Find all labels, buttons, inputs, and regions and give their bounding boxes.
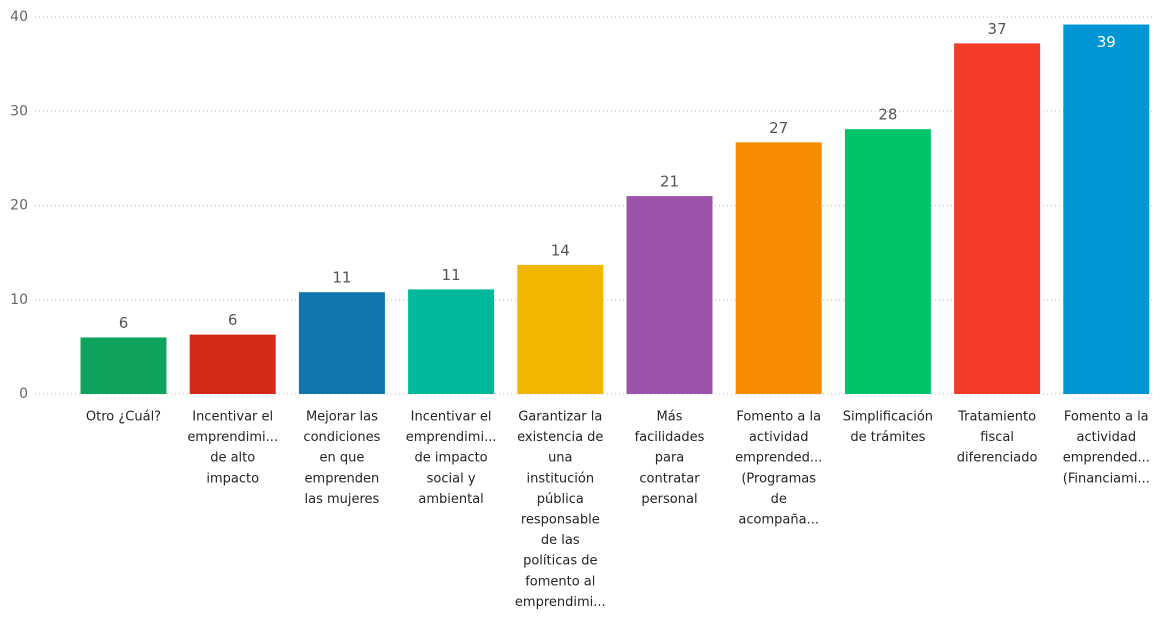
x-tick-label: de: [771, 492, 787, 507]
x-tick-label: Otro ¿Cuál?: [86, 410, 161, 425]
bar: [1063, 24, 1150, 394]
x-tick-label: fomento al: [525, 574, 595, 589]
x-tick-label: ambiental: [418, 492, 483, 507]
bar: [626, 196, 713, 394]
x-tick-label: (Financiami...: [1063, 471, 1150, 486]
x-tick-label: emprenden: [305, 471, 380, 486]
x-tick-label: existencia de: [517, 430, 603, 445]
bar: [189, 334, 276, 394]
data-label: 27: [769, 119, 788, 137]
x-tick-label: responsable: [521, 513, 600, 528]
x-tick-label: diferenciado: [957, 451, 1038, 466]
x-tick-label: impacto: [206, 471, 259, 486]
x-tick-label: las mujeres: [304, 492, 379, 507]
data-label: 6: [119, 314, 129, 332]
x-tick-label: políticas de: [523, 554, 597, 569]
data-label: 14: [551, 241, 570, 259]
bar: [80, 337, 167, 394]
x-tick-label: una: [548, 451, 572, 466]
x-tick-label: Más: [657, 410, 683, 425]
x-tick-label: emprendimi...: [406, 430, 497, 445]
y-tick-label: 0: [19, 386, 28, 402]
x-tick-label: en que: [319, 451, 364, 466]
bar: [298, 292, 385, 394]
x-tick-label: actividad: [1076, 430, 1136, 445]
x-tick-label: contratar: [639, 471, 700, 486]
x-tick-label: de las: [541, 533, 580, 548]
bar: [844, 129, 931, 394]
x-tick-label: social y: [427, 471, 476, 486]
x-tick-label: para: [655, 451, 685, 466]
x-tick-label: fiscal: [980, 430, 1014, 445]
data-label: 39: [1097, 33, 1116, 51]
x-tick-label: actividad: [749, 430, 809, 445]
y-tick-label: 40: [10, 9, 28, 25]
x-tick-label: Mejorar las: [306, 410, 378, 425]
x-tick-label: de trámites: [850, 430, 925, 445]
x-tick-label: Incentivar el: [411, 410, 492, 425]
data-label: 6: [228, 311, 238, 329]
y-tick-label: 20: [10, 198, 28, 214]
x-tick-label: emprendimi...: [515, 595, 606, 610]
x-tick-label: institución: [526, 471, 594, 486]
bar: [735, 142, 822, 394]
data-label: 37: [988, 20, 1007, 38]
bar: [517, 264, 604, 394]
y-tick-label: 10: [10, 292, 28, 308]
x-tick-label: de impacto: [415, 451, 488, 466]
x-tick-label: acompaña...: [738, 513, 819, 528]
x-tick-label: condiciones: [303, 430, 380, 445]
x-tick-label: emprended...: [1063, 451, 1150, 466]
x-tick-label: Fomento a la: [1064, 410, 1149, 425]
data-label: 21: [660, 173, 679, 191]
x-tick-label: de alto: [210, 451, 255, 466]
x-tick-label: Simplificación: [843, 410, 933, 425]
x-tick-label: Garantizar la: [518, 410, 602, 425]
x-tick-label: Incentivar el: [192, 410, 273, 425]
y-tick-label: 30: [10, 103, 28, 119]
x-tick-label: emprendimi...: [187, 430, 278, 445]
x-tick-label: Fomento a la: [736, 410, 821, 425]
x-tick-label: pública: [537, 492, 584, 507]
data-label: 11: [442, 266, 461, 284]
x-tick-label: personal: [641, 492, 697, 507]
x-tick-label: facilidades: [635, 430, 705, 445]
bar: [408, 289, 495, 394]
data-label: 11: [332, 269, 351, 287]
x-tick-label: emprended...: [735, 451, 822, 466]
x-tick-label: (Programas: [741, 471, 816, 486]
data-label: 28: [878, 106, 897, 124]
x-tick-label: Tratamiento: [957, 410, 1036, 425]
bar: [954, 43, 1041, 394]
